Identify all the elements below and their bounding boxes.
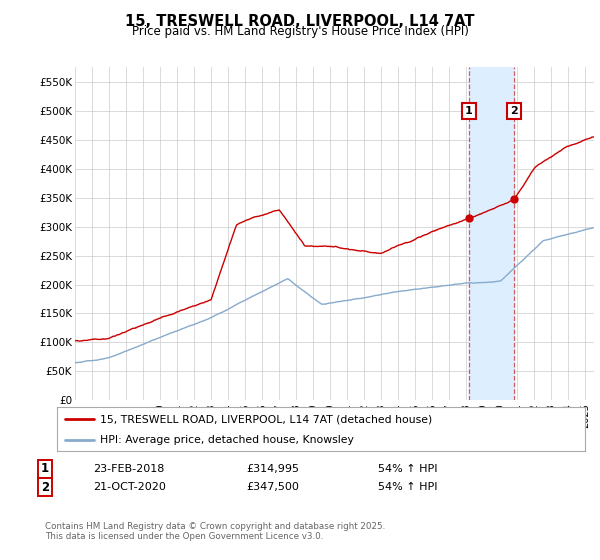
Text: HPI: Average price, detached house, Knowsley: HPI: Average price, detached house, Know… [100,435,354,445]
Text: 15, TRESWELL ROAD, LIVERPOOL, L14 7AT (detached house): 15, TRESWELL ROAD, LIVERPOOL, L14 7AT (d… [100,414,433,424]
Text: 1: 1 [465,106,473,116]
Text: 54% ↑ HPI: 54% ↑ HPI [378,464,437,474]
Text: 23-FEB-2018: 23-FEB-2018 [93,464,164,474]
Text: Price paid vs. HM Land Registry's House Price Index (HPI): Price paid vs. HM Land Registry's House … [131,25,469,38]
Text: 2: 2 [41,480,49,494]
Text: Contains HM Land Registry data © Crown copyright and database right 2025.
This d: Contains HM Land Registry data © Crown c… [45,522,385,542]
Bar [469,67,514,400]
Text: 54% ↑ HPI: 54% ↑ HPI [378,482,437,492]
Text: 21-OCT-2020: 21-OCT-2020 [93,482,166,492]
Text: 15, TRESWELL ROAD, LIVERPOOL, L14 7AT: 15, TRESWELL ROAD, LIVERPOOL, L14 7AT [125,14,475,29]
Text: 1: 1 [41,462,49,475]
Text: £347,500: £347,500 [246,482,299,492]
Text: £314,995: £314,995 [246,464,299,474]
Text: 2: 2 [510,106,518,116]
